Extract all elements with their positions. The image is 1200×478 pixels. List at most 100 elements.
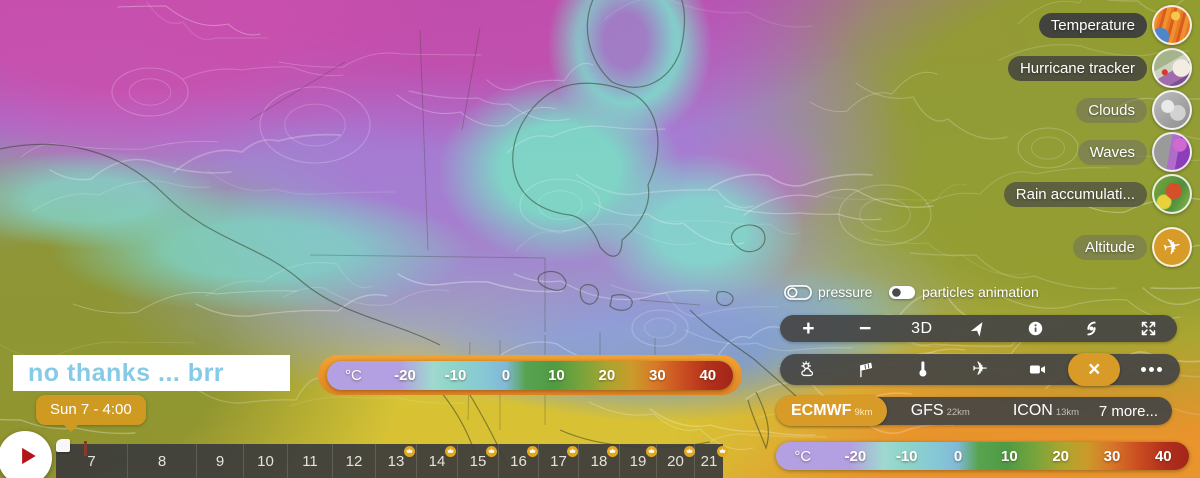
legend-tick: 0: [953, 447, 963, 465]
close-icon: ×: [1068, 353, 1121, 386]
more-button[interactable]: [1123, 367, 1180, 372]
hurricane-thumb-icon: [1152, 48, 1192, 88]
premium-crown-icon: [566, 445, 578, 457]
zoom-in-button[interactable]: +: [780, 318, 837, 339]
particles-animation-toggle[interactable]: particles animation: [888, 284, 1039, 300]
hurricanes-button[interactable]: [1064, 319, 1121, 338]
model-ecmwf-button[interactable]: ECMWF 9km: [776, 396, 888, 426]
model-picker: ECMWF 9km GFS 22km ICON 13km 7 more...: [776, 396, 1172, 426]
timeline-day-14[interactable]: 14: [416, 444, 457, 478]
layer-item-altitude[interactable]: Altitude ✈: [1072, 227, 1192, 267]
legend-tick: 10: [548, 366, 565, 384]
legend-unit: °C: [794, 447, 812, 465]
quick-tools-bar: ✈ ×: [780, 353, 1180, 386]
fullscreen-button[interactable]: [1120, 319, 1177, 338]
timeline-time-tooltip: Sun 7 - 4:00: [36, 395, 146, 432]
layer-item-rain-accumulation[interactable]: Rain accumulati...: [1003, 174, 1192, 214]
timeline-day-7[interactable]: 7: [56, 444, 127, 478]
model-gfs-button[interactable]: GFS 22km: [887, 402, 993, 420]
flights-button[interactable]: ✈: [951, 360, 1008, 380]
layer-label-rain-accumulation: Rain accumulati...: [1003, 181, 1147, 207]
model-resolution: 13km: [1055, 407, 1080, 418]
timeline-day-11[interactable]: 11: [287, 444, 332, 478]
day-label: 13: [388, 445, 416, 470]
legend-tick: 40: [699, 366, 717, 384]
timeline-day-15[interactable]: 15: [457, 444, 498, 478]
timeline-day-17[interactable]: 17: [538, 444, 578, 478]
more-models-button[interactable]: 7 more...: [1098, 402, 1159, 420]
day-label: 16: [510, 445, 538, 470]
premium-crown-icon: [404, 445, 416, 457]
play-button[interactable]: [0, 431, 52, 478]
plane-icon: ✈: [1160, 232, 1184, 261]
legend-tick: 20: [598, 366, 616, 384]
timeline-day-21[interactable]: 21: [694, 444, 729, 478]
info-button[interactable]: [1007, 319, 1064, 338]
premium-crown-icon: [445, 445, 457, 457]
temperature-color-scale: °C -20 -10 0 10 20 30 40: [327, 360, 733, 390]
layer-item-temperature[interactable]: Temperature: [1038, 5, 1192, 45]
timeline-day-20[interactable]: 20: [656, 444, 695, 478]
plus-icon: +: [802, 317, 815, 340]
layer-item-waves[interactable]: Waves: [1077, 132, 1192, 172]
layer-label-clouds: Clouds: [1076, 97, 1147, 123]
legend-tick: 20: [1052, 447, 1069, 465]
timeline-day-19[interactable]: 19: [619, 444, 658, 478]
day-label: 17: [550, 445, 578, 470]
timeline-day-10[interactable]: 10: [243, 444, 287, 478]
clouds-thumb-icon: [1152, 90, 1192, 130]
mode-3d-button[interactable]: 3D: [893, 320, 950, 338]
thermometer-icon: [913, 360, 932, 379]
rain-thumb-icon: [1152, 174, 1192, 214]
day-label: 10: [257, 452, 274, 470]
caption-input[interactable]: no thanks ... brr: [13, 355, 290, 391]
premium-crown-icon: [526, 445, 538, 457]
timeline-day-18[interactable]: 18: [578, 444, 619, 478]
ellipsis-icon: [1140, 367, 1162, 372]
particles-toggle-label: particles animation: [922, 284, 1039, 300]
temperature-thumb-icon: [1152, 5, 1192, 45]
model-resolution: 22km: [946, 407, 970, 418]
day-label: 12: [345, 452, 363, 470]
legend-tick: -10: [444, 366, 467, 384]
temperature-color-scale[interactable]: °C -20 -10 0 10 20 30 40: [776, 442, 1189, 470]
webcams-button[interactable]: [1009, 360, 1066, 379]
camera-icon: [1028, 360, 1047, 379]
model-name: GFS: [910, 402, 944, 419]
legend-unit: °C: [344, 366, 362, 384]
model-resolution: 9km: [854, 407, 873, 418]
timeline-day-16[interactable]: 16: [498, 444, 538, 478]
pressure-toggle[interactable]: pressure: [784, 284, 872, 300]
day-label: 8: [157, 452, 167, 470]
day-label: 14: [429, 445, 457, 470]
layer-item-clouds[interactable]: Clouds: [1076, 90, 1192, 130]
weather-picker-button[interactable]: [780, 360, 837, 379]
timeline-progress-handle[interactable]: [56, 439, 70, 452]
toggle-on-icon: [888, 285, 916, 300]
layer-label-temperature: Temperature: [1038, 12, 1147, 38]
layer-label-hurricane-tracker: Hurricane tracker: [1007, 55, 1147, 81]
close-button[interactable]: ×: [1066, 353, 1123, 386]
day-label: 18: [591, 445, 619, 470]
temperature-button[interactable]: [894, 360, 951, 379]
zoom-out-button[interactable]: −: [837, 318, 894, 339]
timeline-day-13[interactable]: 13: [375, 444, 416, 478]
wind-button[interactable]: [837, 360, 894, 379]
locate-button[interactable]: [950, 319, 1007, 338]
play-icon: [10, 443, 40, 474]
fullscreen-icon: [1139, 319, 1158, 338]
timeline-day-8[interactable]: 8: [127, 444, 196, 478]
legend-tick: 10: [1000, 447, 1018, 465]
timeline[interactable]: 7 8 9 10 11 12 13 14 15 16 17 18 19 20 21: [56, 444, 729, 478]
color-scale-widget[interactable]: °C -20 -10 0 10 20 30 40: [318, 355, 742, 395]
legend-tick: -20: [844, 447, 867, 465]
layer-item-hurricane-tracker[interactable]: Hurricane tracker: [1007, 48, 1192, 88]
model-icon-button[interactable]: ICON 13km: [993, 402, 1099, 420]
sun-cloud-icon: [799, 360, 818, 379]
premium-crown-icon: [486, 445, 498, 457]
timeline-day-9[interactable]: 9: [196, 444, 243, 478]
layer-label-waves: Waves: [1077, 139, 1147, 165]
timeline-day-12[interactable]: 12: [332, 444, 375, 478]
location-arrow-icon: [969, 319, 988, 338]
